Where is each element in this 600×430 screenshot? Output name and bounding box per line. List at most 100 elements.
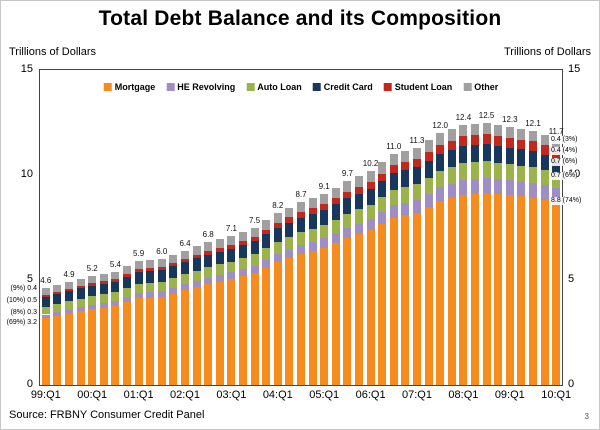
bar-segment-student-loan <box>99 281 108 284</box>
bar-total-label: 12.1 <box>525 118 541 128</box>
bar-segment-auto-loan <box>320 225 329 239</box>
bar-segment-auto-loan <box>529 167 537 183</box>
bar-segment-mortgage <box>285 258 294 385</box>
bar-segment-other <box>308 198 317 209</box>
bar-segment-auto-loan <box>366 204 375 220</box>
bar-total-label: 12.4 <box>455 112 472 122</box>
bar-segment-credit-card <box>297 217 305 233</box>
bar-segment-other <box>494 124 503 136</box>
bar-segment-other <box>366 170 375 182</box>
bar-segment-mortgage <box>181 290 189 385</box>
bar-segment-he-revolving <box>239 268 247 277</box>
legend-label: Auto Loan <box>257 82 302 92</box>
bar-segment-other <box>157 259 166 267</box>
bar-total-label: 12.5 <box>478 110 495 120</box>
bar-segment-other <box>355 176 363 187</box>
legend-swatch-icon <box>383 83 392 91</box>
bar-segment-student-loan <box>459 136 468 146</box>
bar-segment-he-revolving <box>146 292 155 298</box>
bar-segment-student-loan <box>471 135 479 145</box>
x-axis-label: 07:Q1 <box>402 389 432 401</box>
bar-segment-credit-card <box>76 288 85 299</box>
bar-segment-student-loan <box>401 162 410 171</box>
bar-segment-credit-card <box>134 272 143 284</box>
legend-item: Mortgage <box>103 82 156 92</box>
bar-segment-auto-loan <box>65 301 73 310</box>
x-axis-label: 05:Q1 <box>309 389 340 401</box>
bar-segment-credit-card <box>215 251 224 265</box>
bar-segment-credit-card <box>250 241 259 255</box>
bar-segment-other <box>181 250 189 259</box>
bar-segment-other <box>540 135 549 146</box>
first-bar-annotation: (69%) 3.2 <box>1 319 37 328</box>
bar-segment-other <box>111 271 120 280</box>
bar-segment-auto-loan <box>239 257 247 269</box>
bar-segment-auto-loan <box>204 267 213 278</box>
legend-label: Student Loan <box>394 82 453 92</box>
bar-segment-other <box>552 139 561 150</box>
bar-segment-mortgage <box>134 298 143 385</box>
bar-segment-student-loan <box>494 135 503 146</box>
bar-segment-other <box>169 254 178 263</box>
bar-segment-student-loan <box>436 144 445 154</box>
last-bar-annotation: 8.8 (74%) <box>551 197 582 206</box>
bar-segment-student-loan <box>157 266 166 271</box>
bar-segment-student-loan <box>146 268 155 272</box>
x-axis-label: 08:Q1 <box>448 389 479 401</box>
bar-segment-mortgage <box>471 193 479 385</box>
bar-segment-mortgage <box>192 287 201 385</box>
bar-total-label: 5.2 <box>86 263 98 273</box>
bar-segment-auto-loan <box>447 167 456 184</box>
bar-segment-he-revolving <box>459 180 468 195</box>
y-axis-label: 15 <box>20 63 33 75</box>
bar-total-label: 9.7 <box>341 169 353 179</box>
bar-segment-mortgage <box>517 196 526 385</box>
bar-segment-other <box>204 242 213 251</box>
bar-segment-student-loan <box>355 186 363 194</box>
bar-segment-mortgage <box>355 234 363 385</box>
slide-number: 3 <box>584 412 589 421</box>
bar-segment-mortgage <box>540 200 549 385</box>
bar-segment-other <box>389 154 398 166</box>
bar-segment-auto-loan <box>517 165 526 182</box>
bar-segment-other <box>331 187 340 199</box>
bar-segment-credit-card <box>157 270 166 282</box>
bar-segment-credit-card <box>88 285 97 297</box>
bar-segment-other <box>192 246 201 255</box>
legend-item: Auto Loan <box>246 82 302 92</box>
bar-segment-other <box>482 122 491 135</box>
first-bar-annotation: (10%) 0.5 <box>1 297 37 306</box>
bar-segment-auto-loan <box>331 219 340 234</box>
bar-segment-he-revolving <box>297 245 305 255</box>
bar-segment-he-revolving <box>53 312 62 317</box>
bar-segment-he-revolving <box>65 309 73 314</box>
bar-segment-student-loan <box>320 204 329 211</box>
bar-segment-credit-card <box>285 222 294 238</box>
bar-segment-student-loan <box>65 289 73 292</box>
bar-segment-he-revolving <box>552 188 561 204</box>
legend-label: Mortgage <box>114 82 156 92</box>
bar-total-label: 5.9 <box>133 249 145 259</box>
bar-segment-he-revolving <box>505 180 514 196</box>
bar-segment-credit-card <box>239 244 247 258</box>
bar-segment-student-loan <box>53 292 62 295</box>
bar-segment-mortgage <box>273 262 282 385</box>
bar-segment-student-loan <box>192 254 201 259</box>
bar-segment-credit-card <box>447 149 456 168</box>
bar-segment-student-loan <box>517 139 526 150</box>
bar-segment-credit-card <box>366 188 375 205</box>
bar-segment-he-revolving <box>134 292 143 299</box>
bar-segment-he-revolving <box>262 259 271 268</box>
bar-total-label: 4.6 <box>40 276 52 286</box>
first-bar-annotation: (8%) 0.3 <box>1 309 37 318</box>
bar-segment-other <box>88 275 97 284</box>
x-axis-label: 01:Q1 <box>123 389 154 401</box>
bar-segment-he-revolving <box>111 301 120 306</box>
bar-segment-other <box>273 212 282 223</box>
bar-segment-mortgage <box>529 197 537 385</box>
bar-segment-credit-card <box>123 276 131 288</box>
bar-total-label: 11.7 <box>548 127 564 137</box>
bar-segment-credit-card <box>471 144 479 163</box>
legend-label: Credit Card <box>323 82 373 92</box>
